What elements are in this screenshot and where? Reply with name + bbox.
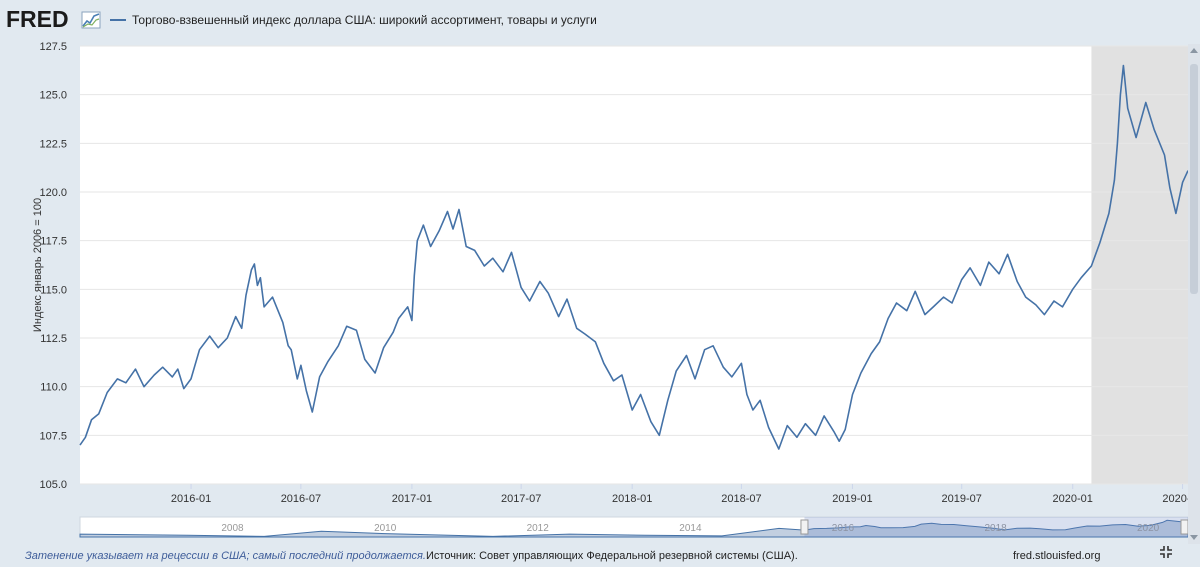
navigator-selection[interactable]: [804, 517, 1188, 537]
plot-background: [80, 46, 1188, 484]
y-tick-label-6: 120.0: [39, 187, 67, 199]
fred-chart-icon: FRED: [6, 6, 101, 32]
x-tick-label-0: 2016-01: [171, 493, 211, 505]
x-tick-label-4: 2018-01: [612, 493, 652, 505]
y-tick-label-5: 117.5: [40, 236, 67, 248]
navigator-label-1: 2010: [374, 523, 397, 534]
fullscreen-button[interactable]: [1158, 544, 1174, 560]
y-tick-label-1: 107.5: [39, 430, 67, 442]
y-tick-label-4: 115.0: [40, 284, 67, 296]
x-tick-labels: 2016-01 2016-07 2017-01 2017-07 2018-01 2018-…: [171, 484, 1188, 505]
recession-note: Затенение указывает на рецессии в США; с…: [25, 550, 426, 562]
site-link[interactable]: fred.stlouisfed.org: [1013, 550, 1101, 562]
source-note: Источник: Совет управляющих Федеральной …: [426, 550, 798, 562]
x-tick-label-2: 2017-01: [392, 493, 432, 505]
y-gridlines: [80, 45, 1188, 485]
series-line[interactable]: [79, 64, 1188, 450]
navigator-label-6: 2020: [1137, 523, 1160, 534]
chart-legend[interactable]: Торгово-взвешенный индекс доллара США: ш…: [110, 10, 597, 30]
fullscreen-icon: [1160, 546, 1172, 558]
navigator-label-3: 2014: [679, 523, 702, 534]
fred-logo[interactable]: FRED: [6, 6, 106, 37]
y-tick-labels: 105.0 107.5 110.0 112.5 115.0 117.5 120.0 122.5…: [39, 41, 67, 491]
recession-band-0: [1091, 46, 1188, 484]
navigator-label-4: 2016: [832, 523, 855, 534]
scroll-down-arrow-icon[interactable]: [1190, 535, 1198, 540]
y-tick-label-2: 110.0: [40, 382, 67, 394]
scrollbar-thumb[interactable]: [1190, 64, 1198, 294]
x-tick-label-8: 2020-01: [1053, 493, 1093, 505]
y-tick-label-0: 105.0: [39, 479, 67, 491]
page-scrollbar[interactable]: [1188, 44, 1200, 544]
navigator-label-2: 2012: [527, 523, 550, 534]
legend-series-swatch: [110, 19, 126, 21]
x-tick-label-3: 2017-07: [501, 493, 541, 505]
recession-shading: [1091, 46, 1188, 484]
navigator-label-0: 2008: [221, 523, 244, 534]
x-tick-label-6: 2019-01: [832, 493, 872, 505]
x-tick-label-5: 2018-07: [721, 493, 761, 505]
navigator-labels: 2008 2010 2012 2014 2016 2018 2020: [221, 523, 1159, 534]
chart-area[interactable]: 105.0 107.5 110.0 112.5 115.0 117.5 120.0 122.5…: [0, 0, 1188, 548]
navigator-handle-right[interactable]: [1180, 519, 1188, 535]
scroll-up-arrow-icon[interactable]: [1190, 48, 1198, 53]
y-tick-label-8: 125.0: [39, 90, 67, 102]
navigator[interactable]: 2008 2010 2012 2014 2016 2018 2020: [79, 516, 1188, 538]
y-tick-label-3: 112.5: [40, 333, 67, 345]
y-axis-label: Индекс январь 2006 = 100: [32, 198, 44, 332]
y-tick-label-7: 122.5: [39, 138, 67, 150]
x-tick-label-1: 2016-07: [281, 493, 321, 505]
logo-text: FRED: [6, 6, 69, 32]
chart-title: Торгово-взвешенный индекс доллара США: ш…: [132, 13, 597, 27]
navigator-series-area: [79, 519, 1188, 538]
navigator-handle-left[interactable]: [800, 519, 809, 535]
x-tick-label-7: 2019-07: [942, 493, 982, 505]
y-tick-label-9: 127.5: [39, 41, 67, 53]
x-tick-label-9: 2020-07: [1162, 493, 1188, 505]
navigator-label-5: 2018: [984, 523, 1007, 534]
